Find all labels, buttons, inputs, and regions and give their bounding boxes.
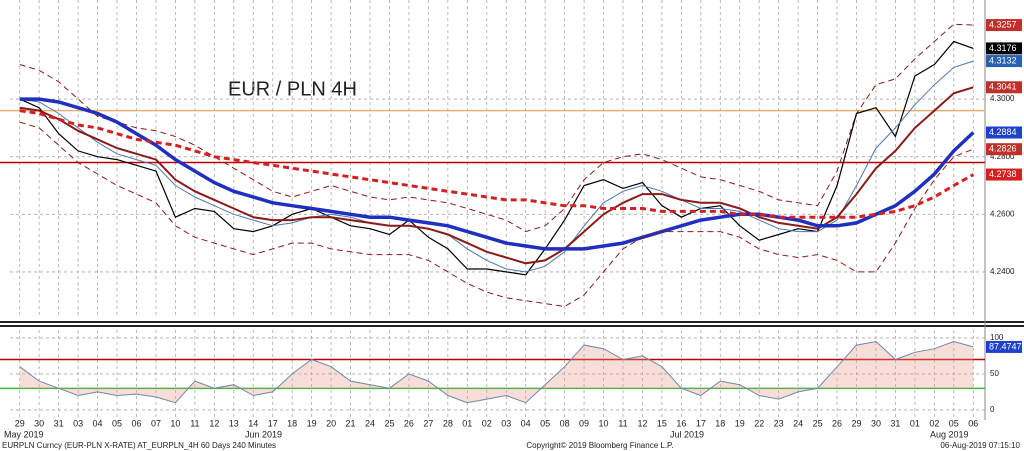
y-tick-label: 0 [990,405,995,414]
x-tick-label: 05 [540,418,550,428]
value-badge-label: 4.3132 [989,55,1017,65]
footer-center: Copyright© 2019 Bloomberg Finance L.P. [526,441,673,450]
chart-title: EUR / PLN 4H [228,78,357,100]
x-tick-label: 17 [268,418,278,428]
x-tick-label: 03 [73,418,83,428]
x-tick-label: 29 [15,418,25,428]
x-tick-label: 05 [949,418,959,428]
month-label: Jul 2019 [670,429,704,439]
x-tick-label: 10 [170,418,180,428]
x-tick-label: 31 [54,418,64,428]
x-tick-label: 31 [890,418,900,428]
x-tick-label: 30 [34,418,44,428]
x-tick-label: 12 [637,418,647,428]
value-badge [986,42,1022,55]
x-tick-label: 16 [676,418,686,428]
value-badge-label: 4.2826 [989,144,1017,154]
value-badge-label: 87.4747 [989,341,1022,351]
y-tick-label: 4.2600 [990,209,1015,218]
x-tick-label: 03 [501,418,511,428]
x-tick-label: 12 [209,418,219,428]
oscillator-fill [19,341,974,403]
x-tick-label: 09 [579,418,589,428]
series-line [19,340,974,404]
x-tick-label: 28 [443,418,453,428]
value-badge [986,340,1022,353]
series-line [19,109,975,219]
value-badge [986,126,1022,139]
x-tick-label: 04 [521,418,531,428]
x-tick-label: 17 [696,418,706,428]
x-tick-label: 29 [852,418,862,428]
series-line [19,86,974,265]
series-line [19,60,974,273]
x-tick-label: 18 [287,418,297,428]
x-tick-label: 01 [910,418,920,428]
y-tick-label: 100 [990,333,1004,342]
value-badge-label: 4.2738 [989,169,1017,179]
series-line [19,97,975,251]
month-label: Jun 2019 [245,429,282,439]
y-tick-label: 4.2400 [990,267,1015,276]
x-tick-label: 02 [482,418,492,428]
x-tick-label: 14 [248,418,258,428]
x-tick-label: 30 [871,418,881,428]
x-tick-label: 25 [813,418,823,428]
value-badge [986,81,1022,94]
x-tick-label: 08 [560,418,570,428]
x-tick-label: 24 [365,418,375,428]
x-tick-label: 25 [384,418,394,428]
x-tick-label: 13 [229,418,239,428]
x-tick-label: 20 [326,418,336,428]
x-tick-label: 04 [93,418,103,428]
footer-left: EURPLN Curncy (EUR-PLN X-RATE) AT_EURPLN… [2,441,276,450]
value-badge-label: 4.3176 [989,43,1017,53]
x-tick-label: 06 [968,418,978,428]
value-badge-label: 4.2884 [989,127,1017,137]
x-tick-label: 22 [754,418,764,428]
x-tick-label: 26 [832,418,842,428]
x-tick-label: 15 [657,418,667,428]
x-tick-label: 06 [131,418,141,428]
x-tick-label: 01 [462,418,472,428]
x-tick-label: 21 [346,418,356,428]
y-tick-label: 4.3000 [990,94,1015,103]
month-label: Aug 2019 [930,429,969,439]
x-tick-label: 10 [599,418,609,428]
value-badge-label: 4.3041 [989,82,1017,92]
x-tick-label: 19 [735,418,745,428]
x-tick-label: 26 [404,418,414,428]
footer-right: 06-Aug-2019 07:15:10 [940,441,1020,450]
x-tick-label: 18 [715,418,725,428]
x-tick-label: 23 [774,418,784,428]
value-badge [986,168,1022,181]
value-badge-label: 4.3257 [989,19,1017,29]
x-tick-label: 11 [190,418,199,428]
y-tick-label: 4.2800 [990,152,1015,161]
series-line [19,121,974,308]
x-tick-label: 11 [618,418,627,428]
x-tick-label: 24 [793,418,803,428]
value-badge [986,55,1022,68]
value-badge [986,19,1022,32]
y-tick-label: 50 [990,369,999,378]
x-tick-label: 07 [151,418,161,428]
x-tick-label: 19 [307,418,317,428]
month-label: May 2019 [4,429,44,439]
x-tick-label: 05 [112,418,122,428]
x-tick-label: 02 [929,418,939,428]
x-tick-label: 27 [423,418,433,428]
value-badge [986,143,1022,156]
